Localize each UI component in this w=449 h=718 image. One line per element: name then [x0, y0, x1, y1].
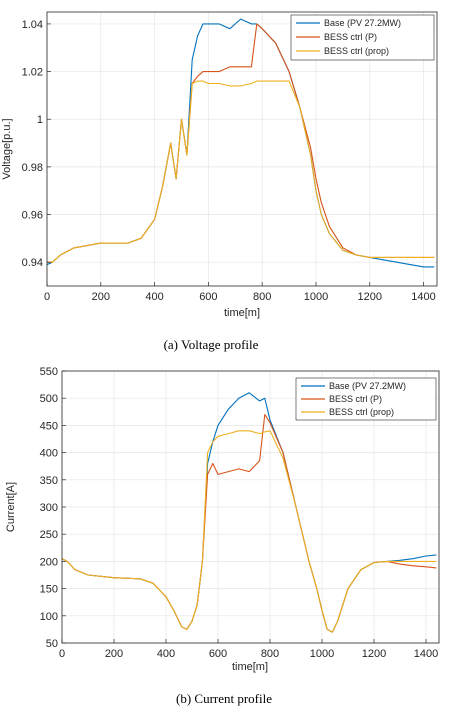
voltage-y-tick-label: 0.94 — [22, 257, 43, 269]
voltage-legend-label-bess-prop: BESS ctrl (prop) — [324, 46, 389, 56]
current-x-tick-label: 1000 — [310, 648, 334, 660]
current-legend: Base (PV 27.2MW) BESS ctrl (P) BESS ctrl… — [295, 377, 437, 421]
current-y-tick-label: 100 — [40, 611, 58, 623]
current-y-tick-label: 450 — [40, 420, 58, 432]
current-x-tick-label: 1400 — [414, 648, 438, 660]
current-caption: (b) Current profile — [176, 691, 272, 706]
current-x-tick-label: 1200 — [362, 648, 386, 660]
current-chart: 0 200 400 600 800 1000 1200 1400 50 100 150 200 250 3… — [5, 366, 440, 706]
current-x-tick-label: 200 — [105, 648, 123, 660]
current-y-tick-label: 500 — [40, 393, 58, 405]
voltage-series-bess-ctrl-prop — [47, 80, 435, 263]
current-y-tick-label: 200 — [40, 556, 58, 568]
current-y-axis-label: Current[A] — [5, 482, 17, 532]
voltage-x-tick-label: 1200 — [358, 291, 382, 303]
current-x-tick-label: 0 — [59, 648, 65, 660]
voltage-y-tick-label: 1.04 — [22, 19, 43, 31]
voltage-x-tick-label: 0 — [44, 291, 50, 303]
current-x-tick-label: 800 — [261, 648, 279, 660]
voltage-x-tick-label: 200 — [92, 291, 110, 303]
voltage-x-tick-label: 600 — [199, 291, 217, 303]
voltage-y-axis-label: Voltage[p.u.] — [1, 118, 13, 179]
current-series-group — [61, 392, 437, 633]
current-y-tick-label: 50 — [46, 638, 58, 650]
voltage-y-tick-label: 0.98 — [22, 162, 43, 174]
current-y-tick-label: 150 — [40, 584, 58, 596]
current-y-tick-label: 400 — [40, 448, 58, 460]
voltage-y-tick-label: 1 — [37, 114, 43, 126]
voltage-y-tick-label: 0.96 — [22, 210, 43, 222]
voltage-legend-label-bess-p: BESS ctrl (P) — [324, 32, 377, 42]
voltage-axes-box — [46, 11, 438, 287]
voltage-legend: Base (PV 27.2MW) BESS ctrl (P) BESS ctrl… — [290, 14, 435, 61]
voltage-x-tick-label: 1400 — [411, 291, 435, 303]
current-y-tick-label: 250 — [40, 529, 58, 541]
voltage-legend-label-base: Base (PV 27.2MW) — [324, 18, 401, 28]
voltage-x-tick-label: 800 — [253, 291, 271, 303]
current-x-axis-label: time[m] — [232, 661, 268, 673]
current-legend-label-base: Base (PV 27.2MW) — [329, 381, 406, 391]
voltage-chart: 0 200 400 600 800 1000 1200 1400 0.94 0.96 0.98 1 1.… — [1, 11, 438, 352]
voltage-x-tick-label: 400 — [145, 291, 163, 303]
current-y-tick-label: 300 — [40, 502, 58, 514]
voltage-y-tick-label: 1.02 — [22, 67, 43, 79]
voltage-series-group — [46, 18, 435, 268]
current-x-tick-label: 400 — [157, 648, 175, 660]
current-y-tick-label: 350 — [40, 475, 58, 487]
voltage-x-axis-label: time[m] — [224, 307, 260, 319]
current-y-tick-label: 550 — [40, 366, 58, 378]
current-x-tick-label: 600 — [209, 648, 227, 660]
voltage-ticks: 0 200 400 600 800 1000 1200 1400 0.94 0.96 0.98 1 1.… — [22, 19, 436, 303]
current-series-bess-ctrl-prop — [61, 430, 437, 633]
current-ticks: 0 200 400 600 800 1000 1200 1400 50 100 150 200 250 3… — [40, 366, 439, 660]
current-legend-label-bess-prop: BESS ctrl (prop) — [329, 407, 394, 417]
current-legend-label-bess-p: BESS ctrl (P) — [329, 394, 382, 404]
voltage-caption: (a) Voltage profile — [164, 337, 259, 352]
voltage-x-tick-label: 1000 — [304, 291, 328, 303]
